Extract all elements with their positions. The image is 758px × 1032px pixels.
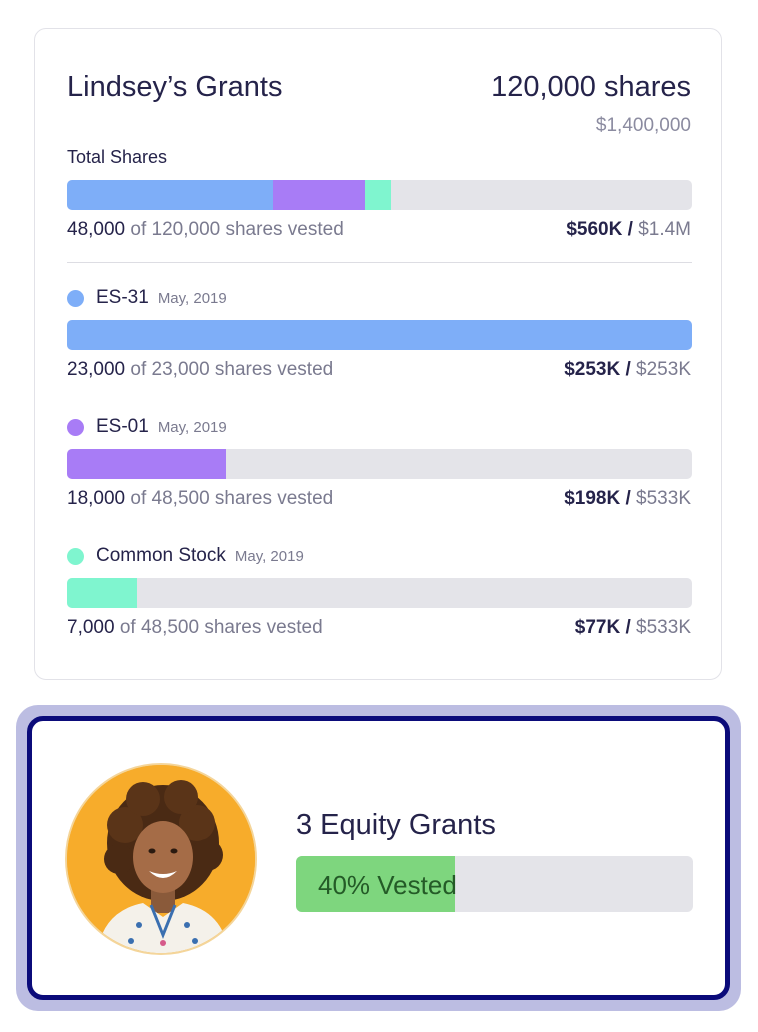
grant-bar-es-31	[67, 320, 692, 350]
grants-card: Lindsey’s Grants 120,000 shares $1,400,0…	[34, 28, 722, 680]
grant-bar-common-stock	[67, 578, 692, 608]
equity-summary-card[interactable]: 3 Equity Grants 40% Vested	[27, 716, 730, 1000]
grant-vested-value: $253K	[564, 359, 621, 380]
grant-vested-value: $77K	[574, 617, 621, 638]
grant-vested-rest: of 48,500 shares vested	[119, 617, 323, 638]
grant-date: May, 2019	[234, 547, 304, 565]
grant-vested-rest: of 48,500 shares vested	[130, 488, 334, 509]
grant-header-es-01: ES-01 May, 2019	[67, 416, 227, 438]
grant-value-text: $77K / $533K	[575, 617, 691, 639]
grant-bar-fill	[67, 449, 227, 479]
total-vested-text: 48,000 of 120,000 shares vested	[67, 219, 344, 241]
total-value-short: $1.4M	[638, 219, 691, 240]
grant-header-common-stock: Common Stock May, 2019	[67, 545, 304, 567]
total-shares-label: Total Shares	[67, 147, 168, 167]
grant-date: May, 2019	[157, 289, 227, 307]
grant-vested-count: 23,000	[67, 359, 126, 380]
grant-total-value: $533K	[636, 488, 691, 509]
grant-vested-value: $198K	[564, 488, 621, 509]
value-separator: /	[620, 488, 637, 509]
grants-title: Lindsey’s Grants	[67, 71, 283, 103]
vested-percent-label: 40% Vested	[318, 870, 457, 900]
grant-header-es-31: ES-31 May, 2019	[67, 287, 227, 309]
grant-vested-text: 23,000 of 23,000 shares vested	[67, 359, 333, 381]
grant-total-value: $533K	[636, 617, 691, 638]
vested-progress-bar: 40% Vested	[296, 856, 693, 912]
grant-bar-fill	[67, 578, 137, 608]
grant-total-value: $253K	[636, 359, 691, 380]
value-separator: /	[620, 617, 637, 638]
grant-name: Common Stock	[96, 545, 226, 566]
value-separator: /	[620, 359, 637, 380]
total-value: $1,400,000	[595, 115, 691, 136]
total-vested-value: $560K	[566, 219, 623, 240]
value-separator: /	[622, 219, 639, 240]
grant-value-text: $198K / $533K	[564, 488, 691, 510]
vested-progress-fill	[296, 856, 455, 912]
grant-name: ES-01	[96, 416, 149, 437]
total-vested-count: 48,000	[67, 219, 126, 240]
grant-color-dot	[67, 547, 84, 565]
total-vested-value-text: $560K / $1.4M	[566, 219, 691, 241]
grant-color-dot	[67, 289, 84, 307]
divider	[67, 262, 692, 263]
grant-date: May, 2019	[157, 418, 227, 436]
grant-vested-count: 7,000	[67, 617, 115, 638]
equity-grants-count: 3 Equity Grants	[296, 809, 496, 841]
avatar	[65, 763, 257, 955]
grant-value-text: $253K / $253K	[564, 359, 691, 381]
total-bar-segment-es-31	[67, 180, 273, 210]
grant-bar-fill	[67, 320, 692, 350]
grant-color-dot	[67, 418, 84, 436]
grant-bar-es-01	[67, 449, 692, 479]
grant-vested-count: 18,000	[67, 488, 126, 509]
grant-name: ES-31	[96, 287, 149, 308]
total-shares-bar	[67, 180, 692, 210]
grant-vested-text: 7,000 of 48,500 shares vested	[67, 617, 323, 639]
total-vested-rest: of 120,000 shares vested	[130, 219, 344, 240]
total-bar-segment-es-01	[272, 180, 365, 210]
grant-vested-rest: of 23,000 shares vested	[130, 359, 334, 380]
grant-vested-text: 18,000 of 48,500 shares vested	[67, 488, 333, 510]
total-shares-count: 120,000 shares	[491, 71, 691, 103]
total-bar-segment-common-stock	[364, 180, 391, 210]
equity-summary-card-focus-ring: 3 Equity Grants 40% Vested	[16, 705, 741, 1011]
person-photo-icon	[67, 765, 255, 953]
